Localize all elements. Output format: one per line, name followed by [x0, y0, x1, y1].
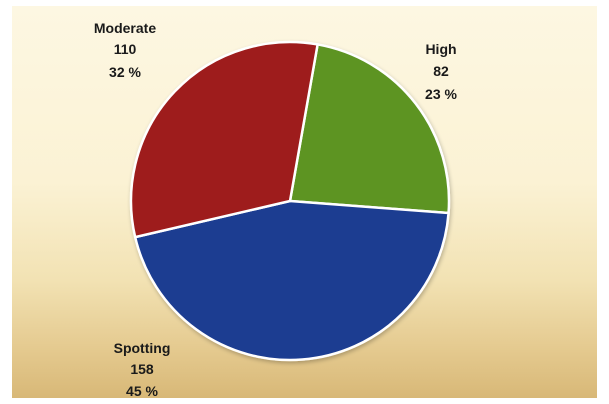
slice-percent-high: 23 % — [425, 86, 457, 102]
slice-percent-moderate: 32 % — [109, 64, 141, 80]
slice-value-spotting: 158 — [130, 361, 154, 377]
pie-slice-moderate — [129, 40, 319, 239]
slice-label-spotting: Spotting — [114, 340, 171, 356]
pie-slice-high — [288, 43, 451, 215]
pie-slice-spotting — [133, 199, 450, 362]
data-label-high: High 82 23 % — [425, 41, 457, 102]
data-label-spotting: Spotting 158 45 % — [114, 340, 171, 399]
slice-value-moderate: 110 — [114, 41, 137, 57]
slice-label-moderate: Moderate — [94, 20, 156, 36]
slice-percent-spotting: 45 % — [126, 383, 158, 399]
slice-label-high: High — [425, 41, 456, 57]
slice-value-high: 82 — [433, 63, 449, 79]
data-label-moderate: Moderate 110 32 % — [94, 20, 156, 80]
